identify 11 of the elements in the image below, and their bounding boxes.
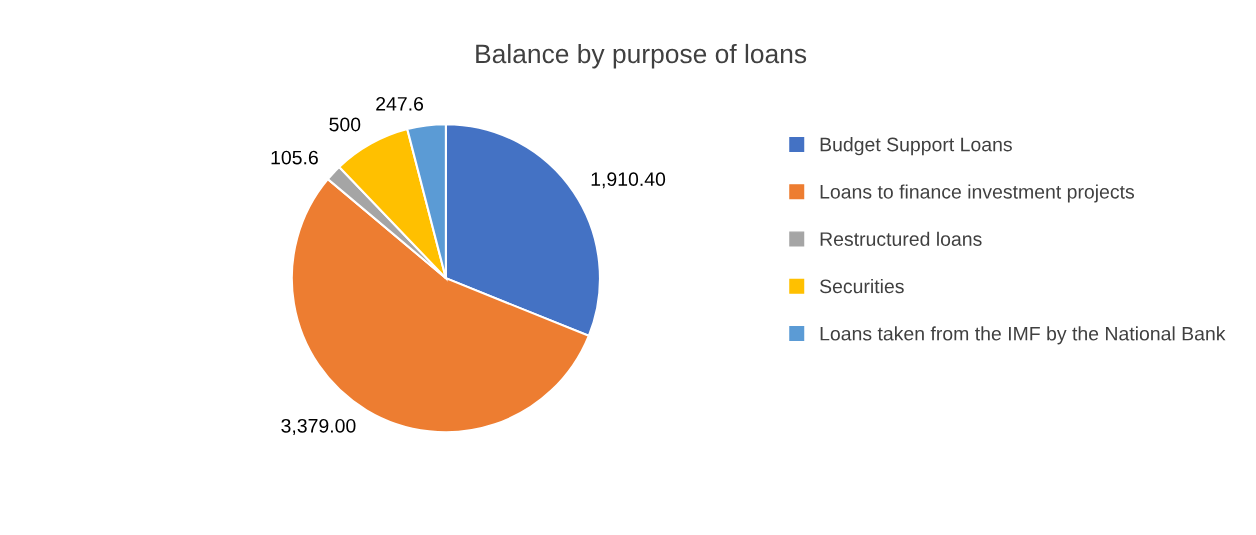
chart-title: Balance by purpose of loans — [476, 43, 807, 69]
data-label: 500 — [329, 117, 361, 132]
legend-label: Loans taken from the IMF by the National Bank — [820, 326, 1226, 345]
legend-label: Budget Support Loans — [820, 137, 1012, 156]
data-label: 3,379.00 — [281, 418, 356, 435]
legend-label: Loans to finance investment projects — [820, 184, 1135, 203]
data-label: 105.6 — [271, 150, 318, 165]
data-label: 247.6 — [376, 96, 424, 111]
legend-label: Securities — [819, 278, 904, 294]
legend-label: Restructured loans — [820, 231, 982, 246]
data-label: 1,910.40 — [591, 172, 666, 189]
